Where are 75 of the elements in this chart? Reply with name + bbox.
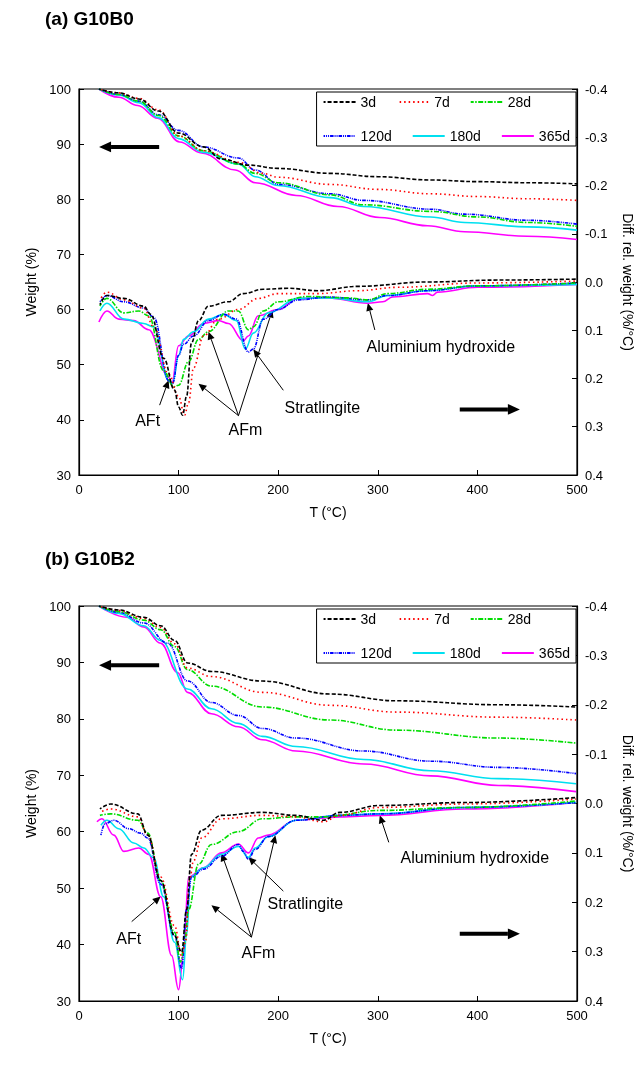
annotation: AFt <box>135 411 161 429</box>
y-tick-label: 30 <box>56 467 71 483</box>
chart-title: (a) G10B0 <box>45 8 134 29</box>
y2-tick-label: -0.3 <box>585 129 608 145</box>
annotation: AFm <box>228 421 263 439</box>
y2-tick-label: -0.3 <box>585 647 608 663</box>
x-tick-label: 400 <box>466 482 489 497</box>
legend-label: 120d <box>360 128 392 144</box>
legend-label: 120d <box>360 645 392 661</box>
x-tick-label: 0 <box>75 482 83 497</box>
legend-label: 28d <box>507 94 532 110</box>
y2-tick-label: 0.0 <box>585 274 604 290</box>
y-tick-label: 90 <box>56 654 71 670</box>
annotation: AFm <box>241 943 276 961</box>
y-tick-label: 90 <box>56 136 71 152</box>
chart-title: (b) G10B2 <box>45 548 135 569</box>
legend-label: 7d <box>434 94 450 110</box>
annotation: Stratlingite <box>267 894 344 912</box>
x-tick-label: 300 <box>366 1008 389 1023</box>
legend-label: 28d <box>507 611 532 627</box>
y-tick-label: 100 <box>49 81 71 97</box>
y2-axis-title: Diff. rel. weight (%/°C) <box>620 734 636 873</box>
y-tick-label: 70 <box>56 767 71 783</box>
annotation: Aluminium hydroxide <box>400 848 550 866</box>
y2-tick-label: 0.2 <box>585 371 604 386</box>
y2-tick-label: -0.1 <box>585 746 608 762</box>
y-tick-label: 80 <box>56 191 71 207</box>
x-tick-label: 300 <box>366 482 389 497</box>
y-tick-label: 80 <box>56 711 71 727</box>
y2-tick-label: 0.3 <box>585 944 604 960</box>
legend-label: 3d <box>360 94 377 110</box>
x-tick-label: 100 <box>167 482 190 497</box>
y-tick-label: 50 <box>56 357 71 373</box>
y-tick-label: 50 <box>56 880 71 896</box>
y2-tick-label: 0.1 <box>585 322 604 338</box>
y-tick-label: 30 <box>56 993 71 1009</box>
y2-tick-label: 0.4 <box>585 467 604 483</box>
x-tick-label: 400 <box>466 1008 489 1023</box>
annotation: Aluminium hydroxide <box>366 338 516 356</box>
x-tick-label: 100 <box>167 1008 190 1023</box>
y-tick-label: 100 <box>49 598 71 614</box>
x-tick-label: 200 <box>267 482 290 497</box>
y2-tick-label: -0.4 <box>585 598 608 614</box>
legend-label: 365d <box>538 645 571 661</box>
x-axis-title: T (°C) <box>309 504 347 520</box>
legend-label: 180d <box>449 128 481 144</box>
legend-label: 365d <box>538 128 571 144</box>
annotation: Stratlingite <box>284 398 361 416</box>
x-axis-title: T (°C) <box>309 1030 347 1046</box>
x-tick-label: 500 <box>566 482 588 497</box>
legend-label: 7d <box>434 611 450 627</box>
y2-tick-label: 0.3 <box>585 419 604 435</box>
y-axis-title: Weight (%) <box>23 247 40 317</box>
x-tick-label: 200 <box>267 1008 290 1023</box>
legend-label: 180d <box>449 645 481 661</box>
y2-tick-label: 0.1 <box>585 845 604 861</box>
legend-label: 3d <box>360 611 377 627</box>
y-tick-label: 60 <box>56 302 71 318</box>
y2-tick-label: -0.1 <box>585 226 608 242</box>
y-tick-label: 40 <box>56 412 71 428</box>
y2-tick-label: -0.2 <box>585 178 608 193</box>
annotation: AFt <box>116 930 142 948</box>
y-tick-label: 70 <box>56 246 71 262</box>
y-axis-title: Weight (%) <box>23 769 40 838</box>
x-tick-label: 500 <box>566 1008 588 1023</box>
y-tick-label: 60 <box>56 824 71 840</box>
y2-tick-label: 0.4 <box>585 993 604 1009</box>
y2-tick-label: -0.2 <box>585 697 608 713</box>
y2-tick-label: 0.0 <box>585 796 604 811</box>
y2-axis-title: Diff. rel. weight (%/°C) <box>620 213 636 351</box>
line-series <box>98 605 577 744</box>
x-tick-label: 0 <box>75 1008 83 1023</box>
y-tick-label: 40 <box>56 937 71 953</box>
y2-tick-label: -0.4 <box>585 81 608 97</box>
y2-tick-label: 0.2 <box>585 894 604 910</box>
